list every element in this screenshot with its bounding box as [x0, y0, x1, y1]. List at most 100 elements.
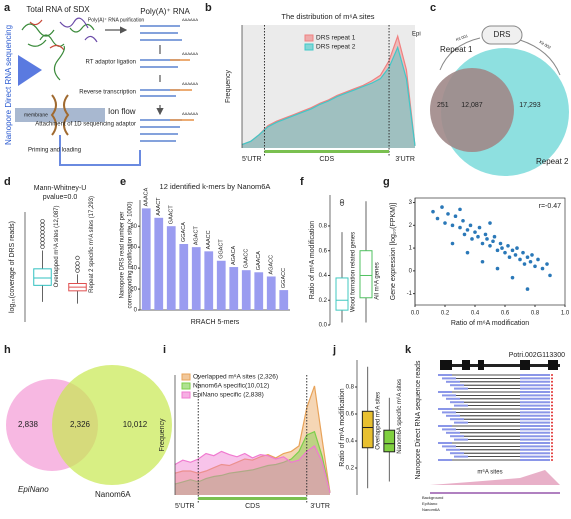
- axis-title: Frequency: [159, 418, 166, 452]
- point: [480, 259, 485, 264]
- site-dot: [551, 421, 553, 424]
- bar: [141, 208, 151, 310]
- axis-title: corresponding modification site (× 1000): [128, 202, 134, 309]
- panel-letter: f: [300, 176, 304, 188]
- diagram-text: membrane: [24, 112, 48, 118]
- site-dot: [551, 448, 553, 451]
- venn-count: 17,293: [519, 102, 541, 109]
- box: [359, 250, 373, 299]
- track-label: EpiNano: [422, 501, 438, 506]
- y-tick-label: 1: [409, 246, 413, 252]
- site-dot: [551, 435, 553, 438]
- category-label: AGACA: [231, 245, 237, 265]
- box: [383, 429, 396, 453]
- site-dot: [551, 387, 553, 390]
- category-label: AGACT: [194, 226, 200, 246]
- point: [483, 232, 488, 237]
- y-tick-label: 0: [409, 268, 413, 274]
- point: [473, 230, 477, 234]
- axis-title: log₁₀(coverage of DRS reads): [9, 221, 16, 313]
- chart-title: Mann-Whitney-U: [34, 185, 87, 192]
- outlier: [40, 230, 45, 235]
- site-dot: [551, 452, 553, 455]
- bar: [179, 244, 189, 310]
- point: [443, 221, 447, 225]
- box-label: Repeat 2 specific m⁶A sites (17,293): [88, 196, 95, 293]
- panel-letter: j: [332, 344, 336, 356]
- y-tick-label: 60: [130, 245, 137, 251]
- site-dot: [551, 394, 553, 397]
- category-label: GAACA: [256, 251, 262, 271]
- point: [476, 234, 480, 239]
- category-label: GGACC: [281, 268, 287, 288]
- axis-title: Nanopore DRS read number per: [120, 212, 126, 299]
- panel-c-venn: [430, 25, 569, 176]
- outlier: [339, 201, 345, 206]
- outlier: [40, 244, 45, 249]
- y-tick-label: 40: [130, 266, 137, 272]
- point: [488, 221, 492, 225]
- venn-count: 12,087: [461, 102, 483, 109]
- outlier: [40, 237, 45, 242]
- region-label: 5'UTR: [242, 156, 262, 163]
- box: [361, 410, 374, 449]
- point: [530, 253, 534, 257]
- legend-text: Overlapped m⁶A sites (2,326): [193, 374, 278, 381]
- venn-count: 10,012: [123, 420, 148, 429]
- series-line: [241, 34, 416, 146]
- point: [477, 225, 482, 230]
- plot-frame: [414, 197, 566, 306]
- point: [465, 250, 470, 255]
- axis-title: Ratio of m⁶A modification: [309, 221, 316, 299]
- site-dot: [551, 442, 553, 444]
- venn-count: 2,326: [70, 420, 91, 429]
- bar: [254, 272, 264, 310]
- bar: [191, 247, 201, 310]
- point: [468, 223, 473, 228]
- venn-count: 2,838: [18, 420, 39, 429]
- y-tick-label: -1: [407, 291, 413, 297]
- bar: [166, 226, 176, 310]
- x-tick-label: 0.4: [471, 311, 480, 317]
- panel-letter: h: [4, 344, 11, 356]
- outlier: [75, 255, 80, 260]
- region-label: CDS: [245, 503, 260, 510]
- site-dot: [551, 380, 553, 383]
- x-tick-label: 0.2: [441, 311, 450, 317]
- legend-text: m⁶A sites: [477, 469, 502, 476]
- venn-label: Kit 002: [539, 39, 553, 50]
- category-label: AAACA: [144, 187, 150, 206]
- diagram-text: Total RNA of SDX: [26, 5, 90, 14]
- legend-text: Nanom6A specific(10,012): [193, 383, 269, 390]
- panel-letter: a: [4, 2, 11, 14]
- point: [506, 244, 510, 248]
- site-dot: [551, 391, 553, 393]
- axis-title: Ratio of m⁶A modification: [451, 320, 529, 327]
- point: [540, 266, 545, 271]
- exon: [520, 360, 530, 370]
- category-label: GGACT: [219, 239, 225, 259]
- box-label: Wood formation related genes: [351, 232, 357, 312]
- category-label: GAACT: [169, 205, 175, 225]
- point: [507, 255, 512, 259]
- venn-label: Repeat 1: [440, 45, 473, 54]
- panel-h-venn: [6, 365, 172, 485]
- legend-text: EpiNano specific (2,838): [193, 392, 264, 399]
- site-dot: [551, 384, 553, 387]
- outlier: [40, 219, 45, 224]
- legend-swatch: [304, 43, 314, 51]
- bar: [204, 251, 214, 310]
- diagram-text: Poly(A)⁺ RNA: [140, 7, 190, 16]
- panel-letter: b: [205, 2, 212, 14]
- outlier: [339, 199, 345, 204]
- region-label: 3'UTR: [395, 156, 415, 163]
- gene-model: [440, 364, 560, 367]
- diagram-text: Poly(A)⁺ RNA purification: [88, 17, 144, 23]
- polya-tail: AAAAAA: [182, 51, 198, 56]
- venn-name: Nanom6A: [95, 490, 131, 499]
- point: [510, 248, 515, 253]
- site-dot: [551, 431, 553, 434]
- y-tick-label: 0.8: [346, 385, 355, 391]
- chart-title: pvalue=0.0: [43, 194, 78, 201]
- site-dot: [551, 418, 553, 421]
